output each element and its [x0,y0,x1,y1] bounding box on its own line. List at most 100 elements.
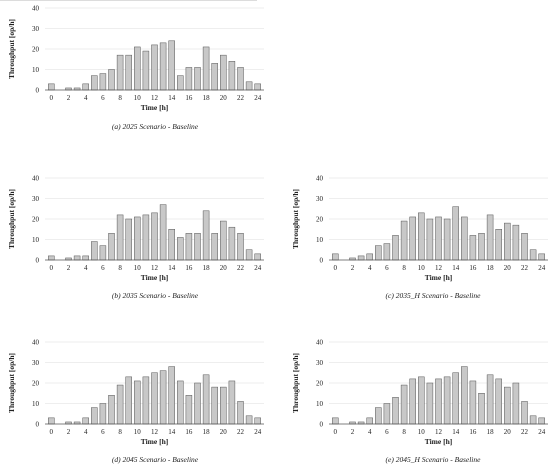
x-tick-label-b-20: 20 [220,264,228,272]
x-tick-label-b-22: 22 [237,264,245,272]
bar-c-8 [400,220,408,261]
bar-c-13 [443,218,451,261]
y-tick-label-b-40: 40 [32,175,40,183]
bar-c-14 [452,206,459,261]
x-tick-label-b-8: 8 [118,264,122,272]
bar-a-14 [168,40,175,91]
bar-b-15 [177,237,184,261]
x-tick-label-a-4: 4 [84,94,88,102]
caption-c: (c) 2035_H Scenario - Baseline [385,291,481,300]
y-tick-label-a-20: 20 [32,46,40,54]
bar-e-6 [383,403,391,425]
bar-e-19 [495,378,502,425]
bar-d-6 [99,403,107,425]
y-tick-label-c-40: 40 [316,175,324,183]
bar-e-9 [409,378,416,425]
x-tick-label-b-14: 14 [168,264,176,272]
bar-b-6 [99,245,107,261]
x-tick-label-c-2: 2 [351,264,355,272]
x-tick-label-a-6: 6 [101,94,105,102]
bar-d-12 [151,372,158,425]
x-tick-label-b-2: 2 [67,264,71,272]
caption-e: (e) 2045_H Scenario - Baseline [385,455,481,464]
y-tick-label-e-10: 10 [316,400,324,408]
x-tick-label-b-10: 10 [134,264,142,272]
bar-c-6 [383,243,391,261]
x-tick-label-c-0: 0 [334,264,338,272]
y-tick-label-b-10: 10 [32,236,40,244]
y-tick-label-d-0: 0 [36,421,40,429]
caption-a: (a) 2025 Scenario - Baseline [111,122,199,131]
x-tick-label-d-4: 4 [84,428,88,436]
x-tick-label-c-8: 8 [402,264,406,272]
bar-b-13 [159,204,167,261]
bar-d-19 [211,386,218,425]
x-tick-label-d-8: 8 [118,428,122,436]
bar-d-8 [116,384,124,425]
x-tick-label-d-6: 6 [101,428,105,436]
bar-a-16 [185,67,193,91]
x-tick-label-b-0: 0 [50,264,54,272]
x-tick-label-a-22: 22 [237,94,245,102]
x-tick-label-d-22: 22 [237,428,245,436]
bar-b-4 [82,255,89,261]
bar-e-20 [504,386,511,425]
bar-c-5 [375,245,382,261]
bar-b-12 [151,212,158,261]
chart-panel-b: 0 10 20 30 40 0 2 4 6 8 10 12 14 16 18 20 22 24 Time [h] Th… [0,170,264,282]
bar-a-5 [91,75,98,91]
y-axis-label-d: Throughput [op/h] [7,353,16,413]
bar-d-5 [91,407,98,425]
bar-c-17 [478,233,485,261]
x-tick-label-e-18: 18 [487,428,495,436]
y-tick-label-e-40: 40 [316,339,324,347]
bar-e-5 [375,407,382,425]
bar-e-16 [469,380,477,425]
bar-a-10 [134,46,141,91]
bar-c-3 [357,255,365,261]
x-tick-label-e-8: 8 [402,428,406,436]
x-axis-label-a: Time [h] [141,103,169,112]
bar-a-20 [220,54,227,91]
y-tick-label-a-10: 10 [32,66,40,74]
bar-b-14 [168,229,175,261]
bar-d-20 [220,386,227,425]
bar-d-22 [237,401,244,425]
x-tick-label-e-20: 20 [504,428,512,436]
bar-c-12 [435,216,442,261]
x-tick-label-a-18: 18 [203,94,211,102]
x-tick-label-b-16: 16 [185,264,193,272]
y-axis-label-e: Throughput [op/h] [291,353,300,413]
bar-e-15 [461,366,468,425]
bar-a-12 [151,44,158,91]
bar-b-11 [142,214,150,261]
bar-a-15 [177,75,184,91]
x-tick-label-d-0: 0 [50,428,54,436]
x-tick-label-d-10: 10 [134,428,142,436]
bar-a-19 [211,63,218,91]
y-axis-label-c: Throughput [op/h] [291,189,300,249]
chart-panel-e: 0 10 20 30 40 0 2 4 6 8 10 12 14 16 18 20 22 24 Time [h] Th… [284,334,550,446]
bar-e-18 [486,374,494,425]
bar-b-0 [48,255,55,261]
bar-a-18 [202,46,210,91]
bar-a-13 [159,42,167,91]
bar-c-9 [409,216,416,261]
bar-a-17 [194,67,201,91]
bar-e-24 [538,417,545,425]
bar-b-19 [211,233,218,261]
bar-d-24 [254,417,261,425]
bar-e-10 [418,376,425,425]
x-tick-label-e-10: 10 [418,428,426,436]
y-axis-label-a: Throughput [op/h] [7,19,16,79]
y-tick-label-c-10: 10 [316,236,324,244]
bar-d-14 [168,366,175,425]
bar-c-4 [366,253,373,261]
chart-panel-d: 0 10 20 30 40 0 2 4 6 8 10 12 14 16 18 20 22 24 Time [h] Th… [0,334,264,446]
bar-a-21 [228,61,236,91]
x-tick-label-d-20: 20 [220,428,228,436]
x-tick-label-d-18: 18 [203,428,211,436]
y-tick-label-d-20: 20 [32,380,40,388]
